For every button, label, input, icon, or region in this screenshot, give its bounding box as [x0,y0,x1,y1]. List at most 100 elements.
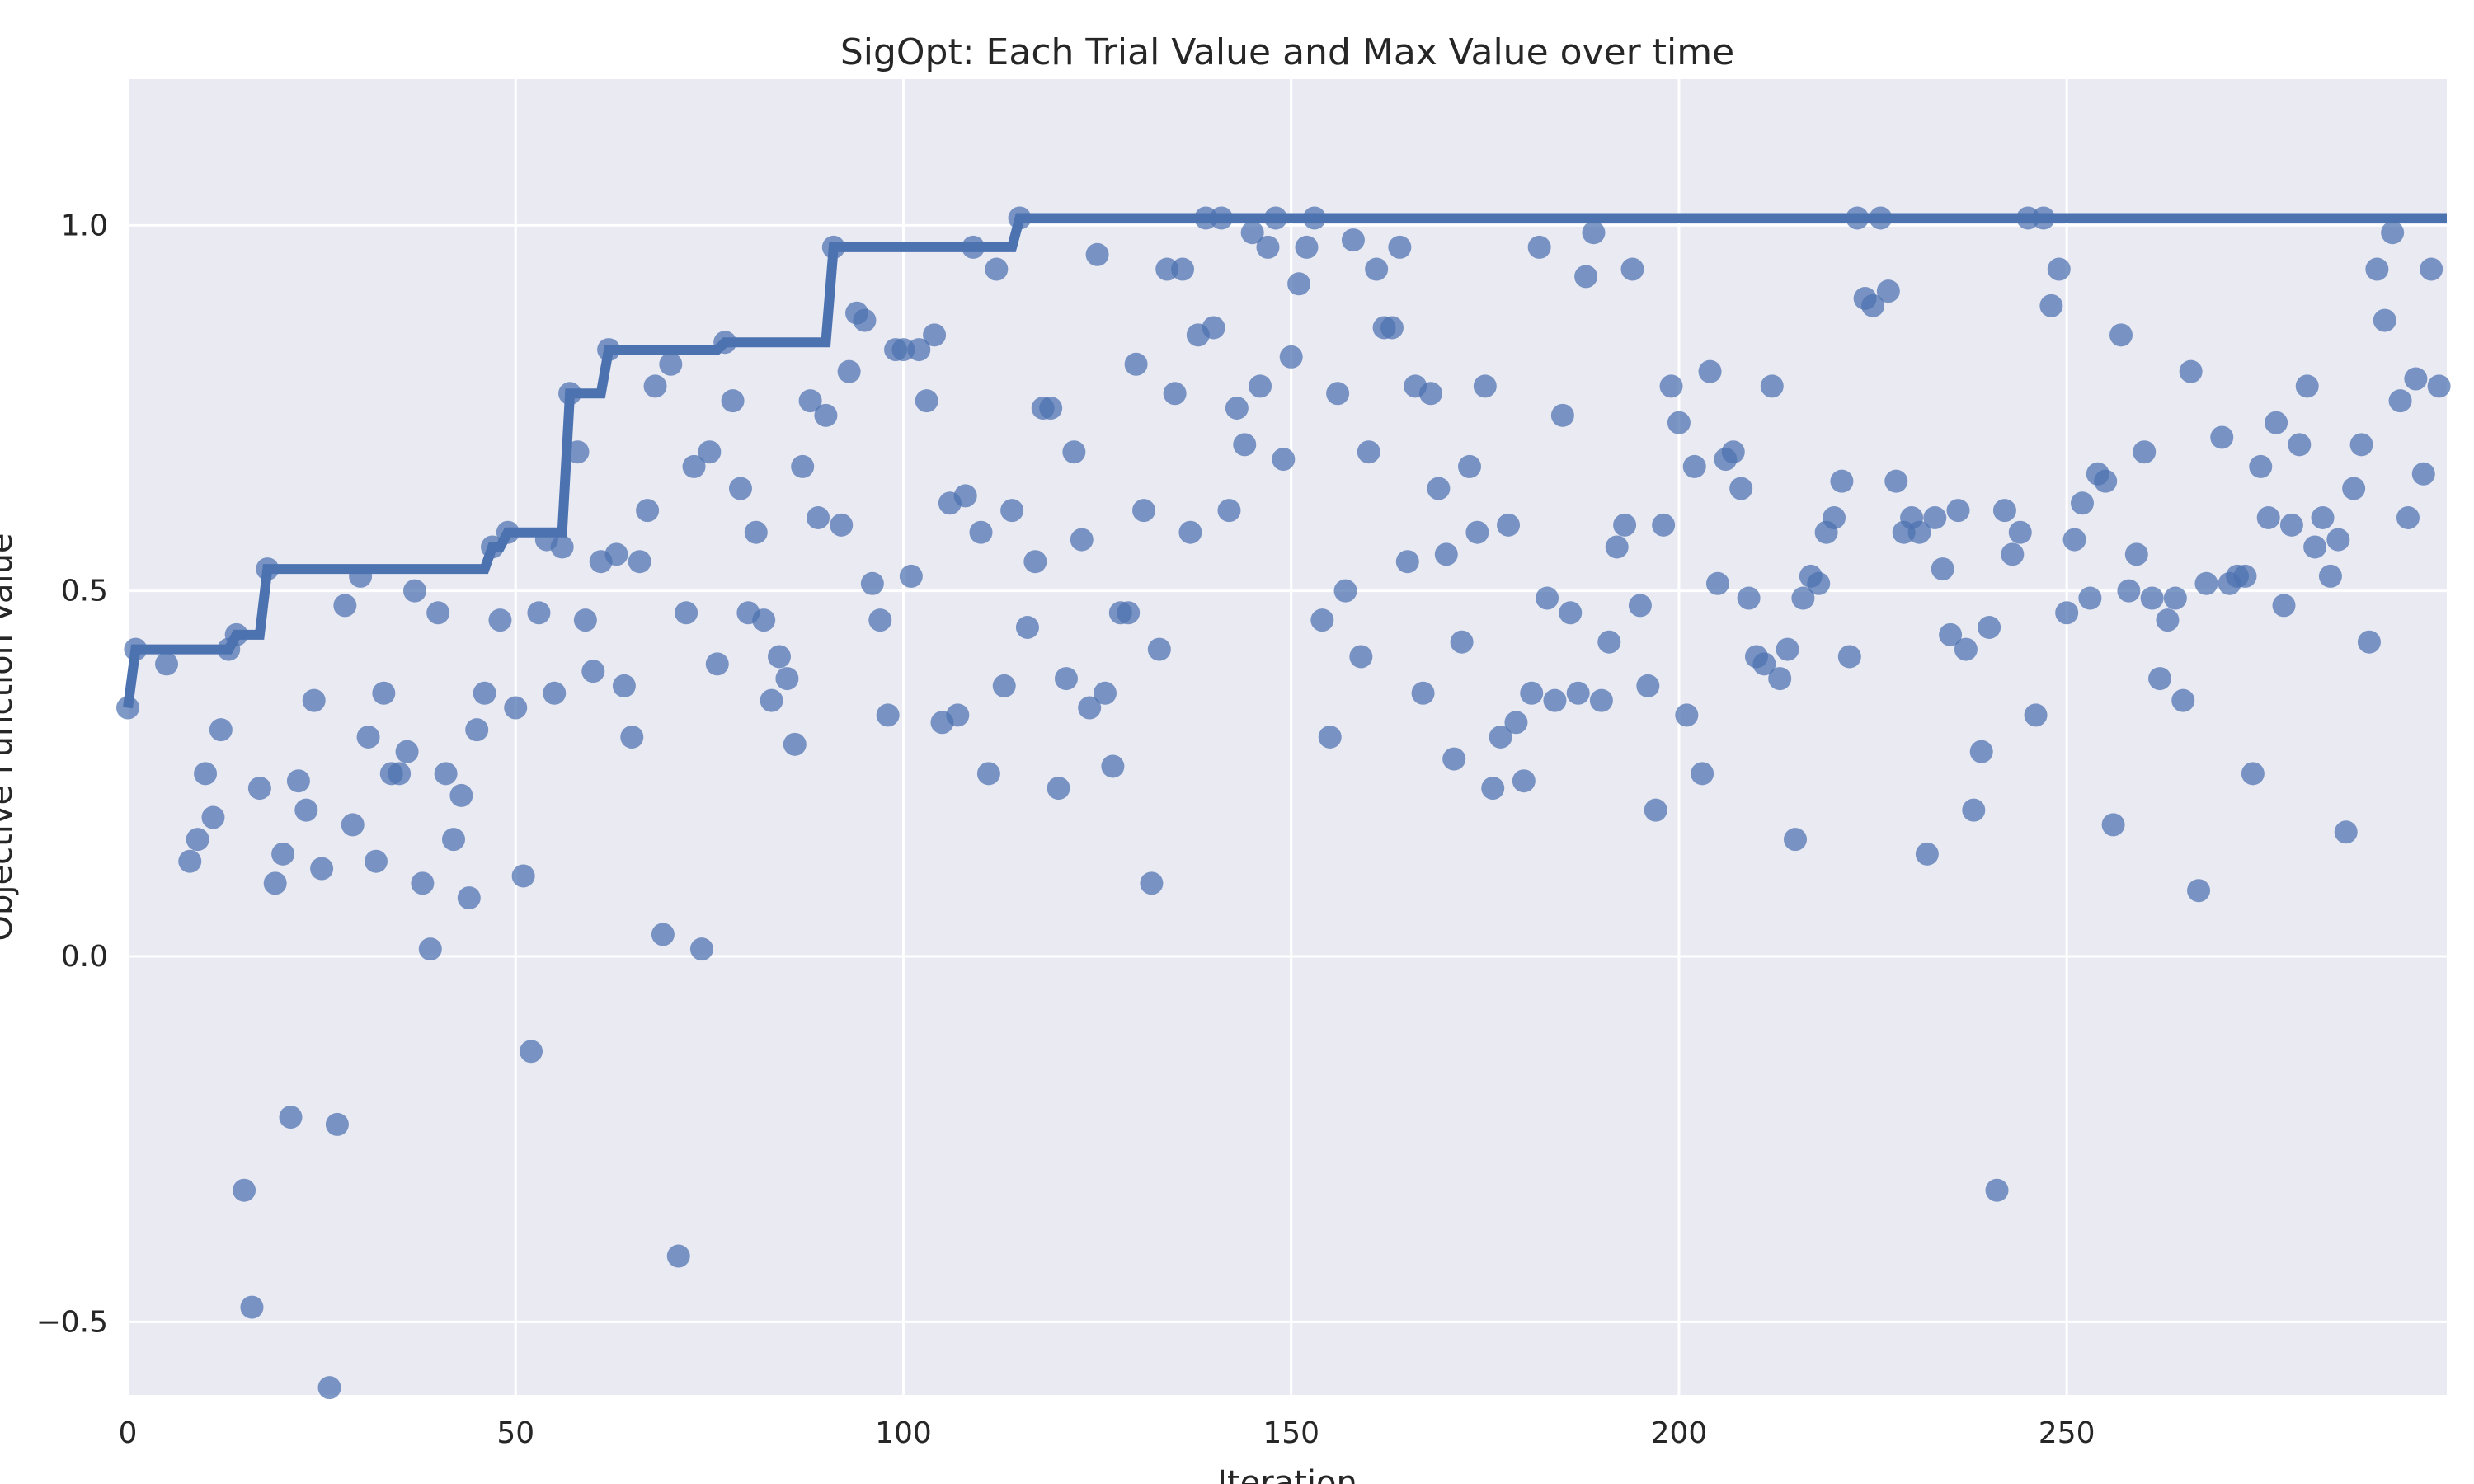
trial-point [550,535,574,559]
trial-point [1279,345,1303,369]
trial-point [2396,506,2420,529]
trial-point [860,571,884,595]
trial-point [2124,542,2148,566]
trial-point [441,828,465,852]
trial-point [1550,403,1574,427]
trial-point [2055,601,2079,625]
trial-point [2001,542,2025,566]
trial-point [1272,448,1296,472]
trial-point [2265,411,2288,434]
y-tick-label: 1.0 [61,209,108,242]
trial-point [1497,513,1521,537]
trial-point [612,674,636,697]
trial-point [1411,681,1435,705]
trial-point [2070,491,2094,515]
trial-point [1923,506,1947,529]
trial-point [2249,454,2273,478]
trial-point [604,542,628,566]
trial-point [2381,221,2405,245]
trial-point [1807,571,1831,595]
trial-point [1093,681,1117,705]
trial-point [1915,842,1939,866]
trial-point [2233,564,2257,588]
trial-point [1000,499,1024,523]
trial-point [1691,762,1714,786]
trial-point [1249,374,1272,398]
trial-point [1729,477,1753,500]
trial-point [2303,535,2327,559]
trial-point [2039,294,2063,317]
trial-point [1427,477,1451,500]
trial-point [2272,594,2296,618]
trial-point [1776,637,1799,661]
trial-point [1147,637,1171,661]
trial-point [1884,469,1908,493]
trial-point [418,937,442,961]
trial-point [1039,397,1063,420]
trial-point [2279,513,2303,537]
trial-point [1536,586,1559,610]
trial-point [2117,579,2141,603]
trial-point [2024,703,2048,727]
trial-point [209,718,233,742]
trial-point [643,374,667,398]
trial-point [814,403,838,427]
trial-point [2256,506,2280,529]
trial-point [775,667,799,691]
trial-point [1085,242,1109,266]
trial-points [116,206,2451,1400]
trial-point [411,871,435,895]
trial-point [783,732,807,756]
trial-point [2388,389,2412,413]
trial-point [1233,433,1257,457]
trial-point [1589,688,1613,712]
trial-point [1675,703,1699,727]
plot-background [128,79,2447,1395]
trial-point [666,1244,690,1268]
trial-point [1465,520,1489,544]
trial-point [1760,374,1784,398]
trial-point [325,1112,349,1136]
trial-point [178,849,202,873]
trial-point [1047,777,1070,801]
trial-point [2156,608,2180,632]
trial-point [2404,367,2428,391]
trial-point [247,777,271,801]
x-gridlines [126,79,2068,1395]
trial-point [286,769,310,793]
trial-point [1512,769,1536,793]
trial-point [752,608,776,632]
trial-point [1667,411,1691,434]
trial-point [946,703,970,727]
trial-point [1931,557,1954,581]
trial-point [457,886,481,910]
trial-point [1992,499,2016,523]
trial-point [1543,688,1567,712]
trial-point [2101,813,2125,837]
trial-point [2241,762,2265,786]
trial-point [155,652,179,676]
trial-point [356,726,380,749]
trial-point [2062,528,2086,552]
trial-point [899,564,923,588]
trial-point [1078,696,1102,720]
trial-point [721,389,745,413]
trial-point [953,484,977,508]
x-tick-label: 100 [875,1416,932,1450]
trial-point [1946,499,1970,523]
trial-point [186,828,209,852]
trial-point [2427,374,2451,398]
x-tick-label: 200 [1651,1416,1708,1450]
y-tick-labels: −0.5 0.0 0.5 1.0 [36,209,108,1339]
trial-point [1442,747,1466,771]
trial-point [279,1106,303,1129]
trial-point [620,726,644,749]
trial-point [1830,469,1854,493]
trial-point [1527,235,1551,259]
trial-point [1620,257,1644,281]
trial-point [636,499,660,523]
trial-point [2365,257,2389,281]
trial-point [294,798,318,822]
trial-point [675,601,698,625]
